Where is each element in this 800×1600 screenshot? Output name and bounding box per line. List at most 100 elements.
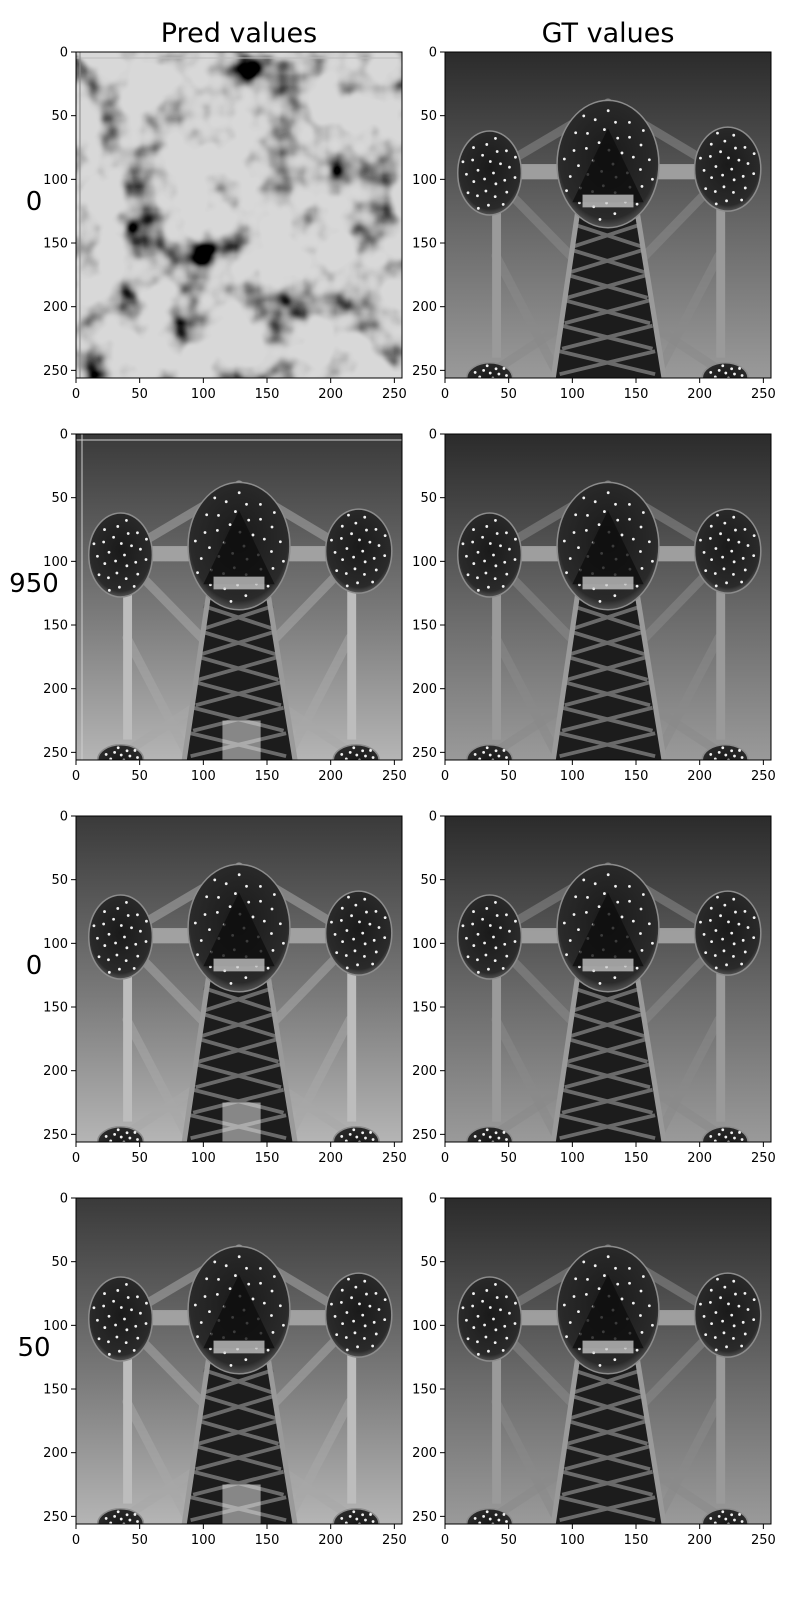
light <box>345 929 349 932</box>
tower-brace <box>197 1419 280 1446</box>
light <box>270 1289 274 1293</box>
light <box>107 970 111 974</box>
light <box>476 970 480 974</box>
light <box>597 1287 601 1291</box>
column-title: Pred values <box>161 18 317 49</box>
light <box>732 897 736 901</box>
light <box>708 1301 712 1304</box>
light <box>640 948 644 952</box>
y-tick-label: 200 <box>43 300 68 315</box>
light <box>639 1314 642 1317</box>
y-tick-label: 0 <box>60 46 68 61</box>
light <box>574 895 578 899</box>
x-tick-label: 0 <box>441 769 449 784</box>
light <box>485 364 489 368</box>
light <box>371 962 375 966</box>
light <box>199 557 203 560</box>
light <box>641 129 645 132</box>
light <box>721 1319 724 1323</box>
light <box>613 976 617 980</box>
light <box>485 907 489 910</box>
light <box>584 147 588 150</box>
image-panel: 0 50 100 150 200 250 0 50 100 150 200 250 <box>43 46 407 403</box>
noise-texture <box>76 52 402 378</box>
light <box>497 1136 501 1140</box>
light <box>730 1131 734 1135</box>
column <box>123 1350 133 1504</box>
light <box>125 901 128 904</box>
light <box>639 168 642 171</box>
sphere <box>465 361 514 378</box>
light <box>713 1521 717 1524</box>
light <box>377 926 381 929</box>
light <box>699 1302 702 1306</box>
light <box>628 502 631 506</box>
tower-brace <box>564 1062 651 1090</box>
light <box>112 1299 115 1303</box>
light <box>616 1282 620 1286</box>
light <box>472 528 475 531</box>
light <box>740 374 744 377</box>
light <box>743 527 747 531</box>
light <box>568 939 572 942</box>
light <box>616 900 620 904</box>
light <box>123 1317 126 1321</box>
light <box>363 572 366 576</box>
light <box>733 1136 736 1140</box>
light <box>717 1132 721 1136</box>
tower-brace <box>202 986 274 1013</box>
x-tick-label: 250 <box>382 769 407 784</box>
y-tick-label: 200 <box>412 1446 437 1461</box>
light <box>97 955 101 959</box>
light <box>721 937 724 941</box>
y-tick-label: 250 <box>43 364 68 379</box>
light <box>651 559 654 563</box>
light <box>473 1135 477 1138</box>
light <box>205 513 209 517</box>
tower-brace <box>192 705 285 733</box>
light <box>144 1322 148 1325</box>
light <box>732 1336 735 1340</box>
light <box>568 1321 572 1324</box>
light <box>721 1510 725 1514</box>
light <box>710 176 713 180</box>
light <box>719 150 722 154</box>
tower-brace <box>195 1062 282 1090</box>
light <box>709 1517 713 1520</box>
x-tick-label: 0 <box>72 1151 80 1166</box>
light <box>577 1310 580 1313</box>
light <box>352 937 355 941</box>
light <box>483 559 486 563</box>
light <box>593 882 597 886</box>
light <box>732 954 735 958</box>
axes-frame <box>75 51 403 379</box>
light <box>574 131 578 135</box>
light <box>485 1128 489 1132</box>
light <box>724 1517 728 1521</box>
sphere <box>332 1125 380 1142</box>
sphere <box>465 1507 514 1524</box>
light <box>733 372 736 376</box>
light <box>593 118 597 122</box>
light <box>614 1266 617 1270</box>
light <box>628 884 631 888</box>
y-tick-label: 0 <box>60 428 68 443</box>
row-label: 0 <box>26 951 43 981</box>
light <box>741 1320 745 1324</box>
column <box>716 204 726 358</box>
light <box>513 1322 517 1325</box>
row-label: 950 <box>9 569 59 599</box>
light <box>119 542 123 545</box>
light <box>495 150 499 153</box>
light <box>363 954 366 958</box>
light <box>217 1277 220 1281</box>
tower-brace <box>566 1037 649 1064</box>
light <box>639 550 642 553</box>
light <box>330 1302 333 1306</box>
panel-image <box>76 816 402 1142</box>
sphere <box>96 743 145 760</box>
light <box>725 581 728 585</box>
light <box>505 913 508 917</box>
light <box>565 953 568 957</box>
light <box>112 535 115 539</box>
